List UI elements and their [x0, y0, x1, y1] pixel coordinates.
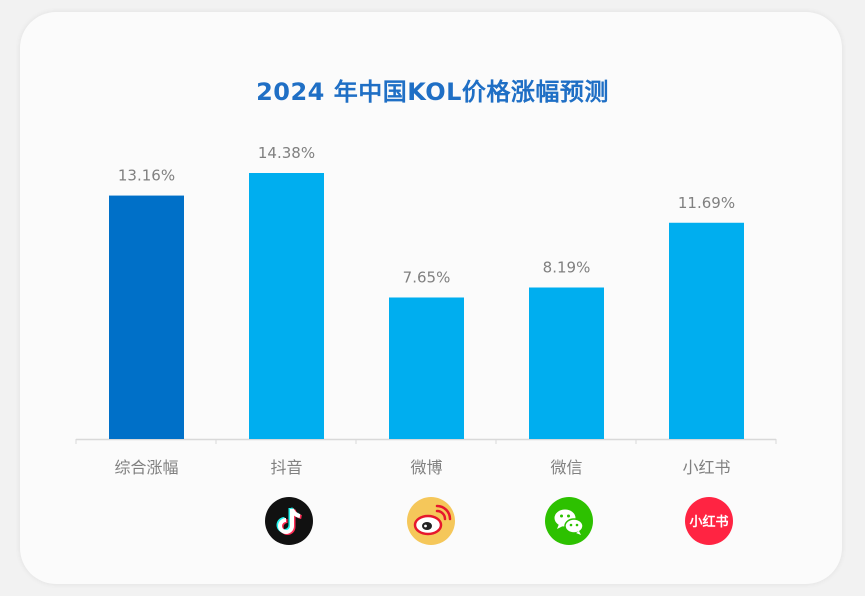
bar [249, 173, 324, 439]
xiaohongshu-icon: 小红书 [685, 497, 733, 545]
data-label: 11.69% [678, 194, 735, 212]
data-label: 13.16% [118, 167, 175, 185]
category-label: 微信 [550, 458, 582, 477]
bar [529, 287, 604, 439]
wechat-icon [545, 497, 593, 545]
douyin-icon [265, 497, 313, 545]
weibo-icon [407, 497, 455, 545]
bar [389, 297, 464, 439]
category-label: 综合涨幅 [114, 458, 178, 477]
bar [109, 195, 184, 439]
category-label: 微博 [410, 458, 442, 477]
bar [669, 222, 744, 439]
data-label: 7.65% [403, 268, 451, 286]
data-label: 14.38% [258, 144, 315, 162]
data-label: 8.19% [543, 259, 591, 277]
category-label: 小红书 [682, 458, 730, 477]
xiaohongshu-logo-text: 小红书 [689, 514, 728, 530]
chart-title: 2024 年中国KOL价格涨幅预测 [256, 78, 609, 106]
category-label: 抖音 [270, 458, 302, 477]
